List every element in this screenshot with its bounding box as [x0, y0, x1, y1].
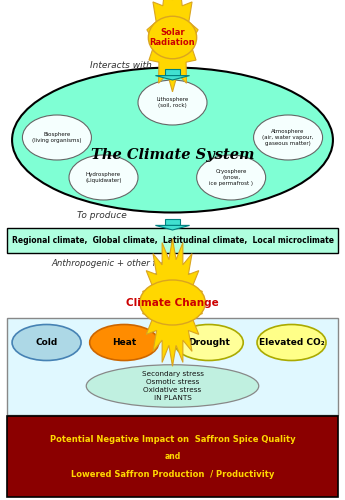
FancyBboxPatch shape	[165, 266, 180, 274]
Polygon shape	[156, 274, 190, 279]
Text: Cold: Cold	[36, 338, 58, 347]
Ellipse shape	[174, 324, 243, 360]
Text: Interacts with: Interacts with	[90, 62, 152, 70]
Text: Elevated CO₂: Elevated CO₂	[259, 338, 324, 347]
Ellipse shape	[69, 155, 138, 200]
Text: The Climate System: The Climate System	[91, 148, 254, 162]
Text: To produce: To produce	[77, 212, 127, 220]
FancyBboxPatch shape	[165, 69, 180, 75]
FancyBboxPatch shape	[7, 318, 338, 414]
Ellipse shape	[140, 280, 205, 325]
Text: Lowered Saffron Production  / Productivity: Lowered Saffron Production / Productivit…	[71, 470, 274, 480]
Ellipse shape	[197, 155, 266, 200]
Ellipse shape	[254, 115, 323, 160]
Text: Anthropogenic + other factors: Anthropogenic + other factors	[52, 259, 183, 268]
Text: Lithosphere
(soil, rock): Lithosphere (soil, rock)	[156, 97, 189, 108]
FancyBboxPatch shape	[7, 228, 338, 253]
Text: Atmosphere
(air, water vapour,
gaseous matter): Atmosphere (air, water vapour, gaseous m…	[262, 129, 314, 146]
Ellipse shape	[90, 324, 159, 360]
Ellipse shape	[22, 115, 91, 160]
Ellipse shape	[138, 80, 207, 125]
Ellipse shape	[86, 365, 259, 407]
Text: Regional climate,  Global climate,  Latitudinal climate,  Local microclimate: Regional climate, Global climate, Latitu…	[11, 236, 334, 245]
Text: Climate Change: Climate Change	[126, 298, 219, 308]
Text: Hydrosphere
(Liquidwater): Hydrosphere (Liquidwater)	[85, 172, 122, 183]
Text: and: and	[164, 452, 181, 461]
Polygon shape	[147, 0, 198, 92]
Text: Solar
Radiation: Solar Radiation	[150, 28, 195, 47]
Ellipse shape	[148, 16, 197, 58]
FancyBboxPatch shape	[165, 218, 180, 226]
Text: Drought: Drought	[188, 338, 230, 347]
Text: Biosphere
(living organisms): Biosphere (living organisms)	[32, 132, 82, 143]
Text: Cryosphere
(snow,
ice permafrost ): Cryosphere (snow, ice permafrost )	[209, 169, 253, 186]
Polygon shape	[156, 76, 190, 80]
Ellipse shape	[12, 324, 81, 360]
FancyBboxPatch shape	[7, 416, 338, 497]
Text: Heat: Heat	[112, 338, 136, 347]
Polygon shape	[156, 226, 190, 230]
Text: Potential Negative Impact on  Saffron Spice Quality: Potential Negative Impact on Saffron Spi…	[50, 434, 295, 444]
Text: Secondary stress
Osmotic stress
Oxidative stress
IN PLANTS: Secondary stress Osmotic stress Oxidativ…	[141, 372, 204, 400]
Ellipse shape	[12, 68, 333, 212]
Ellipse shape	[257, 324, 326, 360]
Polygon shape	[142, 238, 203, 366]
